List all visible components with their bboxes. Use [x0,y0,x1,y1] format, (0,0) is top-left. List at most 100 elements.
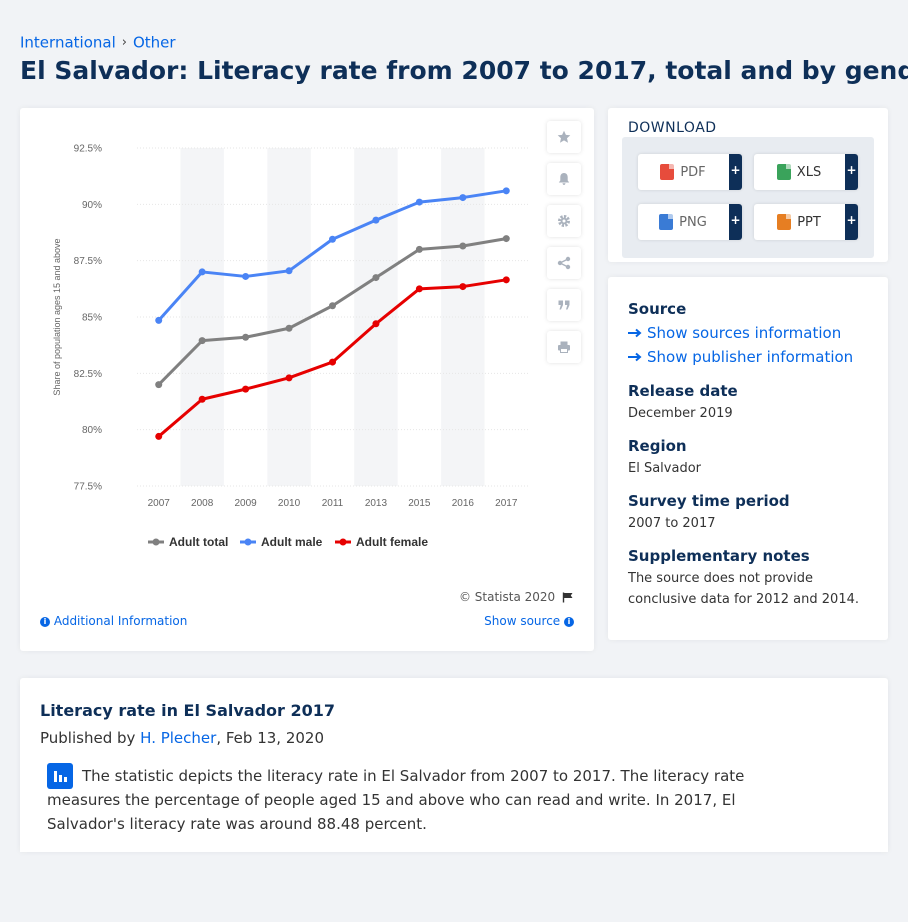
show-publisher-link[interactable]: Show publisher information [628,348,853,366]
download-pdf-label: PDF [680,164,706,180]
data-point-adult-male [372,216,380,224]
release-date-label: Release date [628,382,738,400]
source-label: Source [628,300,687,318]
author-link[interactable]: H. Plecher [140,729,217,747]
notification-button[interactable] [547,163,581,195]
data-point-adult-male [415,198,423,206]
legend-label: Adult female [356,535,428,549]
breadcrumb-other[interactable]: Other [132,33,176,52]
published-by: Published by H. Plecher, Feb 13, 2020 [40,729,324,747]
download-title: DOWNLOAD [628,120,717,136]
data-point-adult-female [415,285,423,293]
legend-item-adult-total: Adult total [148,535,228,549]
settings-button[interactable] [547,205,581,237]
data-point-adult-male [155,316,163,324]
info-icon: i [564,616,574,627]
star-icon [557,130,571,143]
pdf-plus-icon[interactable]: + [729,154,742,190]
legend-item-adult-female: Adult female [335,535,428,549]
data-point-adult-total [372,274,380,282]
x-tick-label: 2007 [148,498,171,509]
show-sources-link[interactable]: Show sources information [628,324,841,342]
x-tick-label: 2015 [408,498,431,509]
favorite-button[interactable] [547,121,581,153]
info-icon: i [40,616,50,627]
x-tick-label: 2009 [234,498,257,509]
chart-card: 92.5% 90% 87.5% 85% 82.5% 80% 77.5% 2007 2008 200… [20,108,594,651]
column-band [267,148,311,486]
data-point-adult-female [372,320,380,328]
cite-button[interactable] [547,289,581,321]
data-point-adult-male [329,235,336,243]
description-body: The statistic depicts the literacy rate … [47,767,745,833]
download-xls-label: XLS [796,164,822,180]
show-publisher-label: Show publisher information [647,348,854,366]
data-point-adult-female [242,385,250,393]
download-card: DOWNLOAD PDF + XLS + PNG + PPT + [608,108,888,262]
supplementary-notes-value: The source does not provide conclusive d… [628,571,859,607]
column-band [354,148,398,486]
breadcrumb-international[interactable]: International [20,33,116,52]
survey-period-label: Survey time period [628,492,790,510]
description-title: Literacy rate in El Salvador 2017 [40,701,336,720]
legend-label: Adult total [169,535,228,549]
show-sources-label: Show sources information [647,324,842,342]
data-point-adult-total [459,242,467,250]
legend-label: Adult male [261,535,323,549]
data-point-adult-male [242,272,250,280]
y-tick-label: 92.5% [74,144,102,155]
show-source-link[interactable]: Show source i [484,614,574,628]
x-tick-label: 2016 [452,498,475,509]
x-tick-label: 2011 [322,498,344,509]
legend-swatch-dot [244,538,252,546]
published-by-label: Published by [40,729,136,747]
column-band [180,148,224,486]
download-ppt-label: PPT [797,214,821,230]
y-tick-label: 77.5% [74,482,102,493]
data-point-adult-total [502,235,510,243]
arrow-right-icon [628,352,642,362]
y-axis-label: Share of population ages 15 and above [52,238,62,395]
data-point-adult-female [329,358,336,366]
data-point-adult-total [329,302,336,310]
region-label: Region [628,437,687,455]
data-point-adult-female [155,432,163,440]
data-point-adult-male [285,267,293,275]
ppt-plus-icon[interactable]: + [845,204,858,240]
additional-information-label: Additional Information [53,614,188,628]
png-plus-icon[interactable]: + [729,204,742,240]
y-tick-label: 82.5% [74,369,102,380]
data-point-adult-total [415,245,423,253]
additional-information-link[interactable]: i Additional Information [40,614,187,628]
flag-icon[interactable] [562,592,574,603]
x-tick-label: 2013 [365,498,388,509]
share-button[interactable] [547,247,581,279]
statistic-info-card: Source Show sources information Show pub… [608,277,888,640]
download-pdf-button[interactable]: PDF + [638,154,742,190]
data-point-adult-total [155,381,163,389]
x-tick-label: 2008 [191,498,214,509]
show-source-label: Show source [484,614,561,628]
data-point-adult-male [198,268,206,276]
x-tick-label: 2017 [495,498,518,509]
xls-plus-icon[interactable]: + [845,154,858,190]
data-point-adult-female [502,276,510,284]
print-button[interactable] [547,331,581,363]
data-point-adult-total [242,333,250,341]
download-png-button[interactable]: PNG + [638,204,742,240]
release-date-value: December 2019 [628,406,733,421]
gear-icon [558,215,570,227]
x-tick-label: 2010 [278,498,301,509]
download-ppt-button[interactable]: PPT + [754,204,858,240]
data-point-adult-female [285,374,293,382]
description-card: Literacy rate in El Salvador 2017 Publis… [20,678,888,852]
download-xls-button[interactable]: XLS + [754,154,858,190]
breadcrumb: International › Other [20,33,176,52]
download-options: PDF + XLS + PNG + PPT + [622,137,874,258]
ppt-file-icon [777,214,792,230]
y-tick-label: 85% [82,313,102,324]
data-point-adult-male [502,187,510,195]
legend-swatch-dot [152,538,160,546]
y-tick-label: 90% [82,200,102,211]
statistic-bar-icon [47,763,73,789]
